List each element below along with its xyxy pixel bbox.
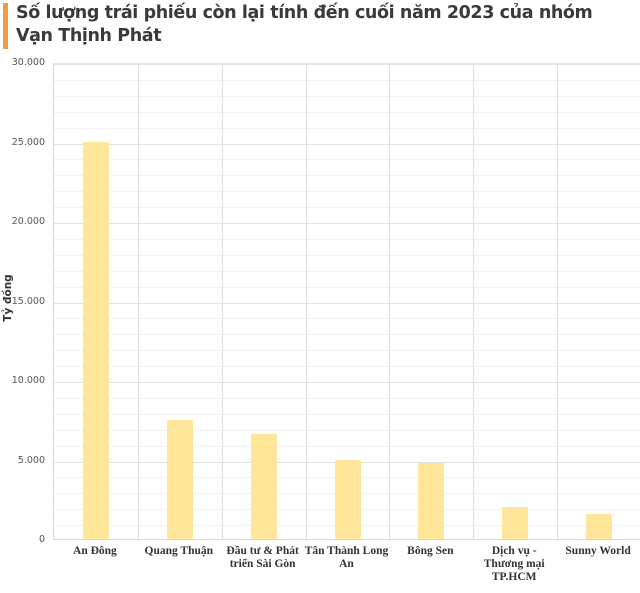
minor-gridline bbox=[54, 286, 640, 288]
major-gridline bbox=[54, 382, 640, 383]
chart-header: Số lượng trái phiếu còn lại tính đến cuố… bbox=[0, 0, 640, 56]
y-tick-label: 30.000 bbox=[11, 57, 45, 68]
minor-gridline bbox=[54, 413, 640, 415]
minor-gridline bbox=[54, 159, 640, 161]
major-gridline bbox=[54, 143, 640, 145]
bar-7[interactable] bbox=[586, 513, 613, 539]
y-tick-label: 5.000 bbox=[17, 454, 45, 466]
major-gridline bbox=[54, 64, 640, 65]
major-gridline bbox=[54, 302, 640, 304]
bar-6[interactable] bbox=[502, 507, 529, 539]
x-tick-label: Dịch vụ - Thương mại TP.HCM bbox=[483, 545, 545, 583]
y-tick-label: 15.000 bbox=[11, 295, 45, 307]
y-tick-label: 10.000 bbox=[11, 375, 45, 386]
category-separator bbox=[473, 64, 474, 539]
minor-gridline bbox=[54, 175, 640, 177]
x-tick-label: Tân Thành Long An bbox=[304, 545, 389, 570]
chart-title: Số lượng trái phiếu còn lại tính đến cuố… bbox=[16, 3, 593, 46]
category-separator bbox=[389, 64, 390, 539]
minor-gridline bbox=[54, 254, 640, 256]
y-tick-label: 25.000 bbox=[11, 136, 45, 148]
minor-gridline bbox=[54, 79, 640, 81]
bar-4[interactable] bbox=[334, 459, 361, 539]
x-tick-label: An Đông bbox=[73, 545, 117, 557]
x-tick-label: Sunny World bbox=[565, 545, 631, 557]
minor-gridline bbox=[54, 207, 640, 209]
minor-gridline bbox=[54, 127, 640, 129]
x-tick-label: Đầu tư & Phát triển Sài Gòn bbox=[226, 545, 299, 570]
bar-2[interactable] bbox=[166, 419, 193, 539]
minor-gridline bbox=[54, 191, 640, 193]
bar-5[interactable] bbox=[418, 462, 445, 539]
minor-gridline bbox=[54, 238, 640, 240]
minor-gridline bbox=[54, 318, 640, 320]
minor-gridline bbox=[54, 445, 640, 447]
bar-1[interactable] bbox=[82, 142, 109, 539]
category-separator bbox=[306, 64, 307, 539]
y-tick-label: 0 bbox=[38, 534, 45, 545]
bar-3[interactable] bbox=[250, 434, 277, 539]
minor-gridline bbox=[54, 397, 640, 399]
category-separator bbox=[557, 64, 558, 539]
x-tick-label: Bông Sen bbox=[407, 545, 454, 557]
plot-area bbox=[53, 63, 640, 540]
category-separator bbox=[138, 64, 139, 539]
category-separator bbox=[222, 64, 223, 539]
minor-gridline bbox=[54, 366, 640, 368]
minor-gridline bbox=[54, 429, 640, 431]
y-tick-label: 20.000 bbox=[11, 216, 45, 227]
minor-gridline bbox=[54, 95, 640, 97]
minor-gridline bbox=[54, 334, 640, 336]
minor-gridline bbox=[54, 270, 640, 272]
minor-gridline bbox=[54, 111, 640, 113]
minor-gridline bbox=[54, 350, 640, 352]
title-accent-bar bbox=[3, 3, 8, 49]
x-tick-label: Quang Thuận bbox=[144, 545, 214, 557]
major-gridline bbox=[54, 223, 640, 224]
